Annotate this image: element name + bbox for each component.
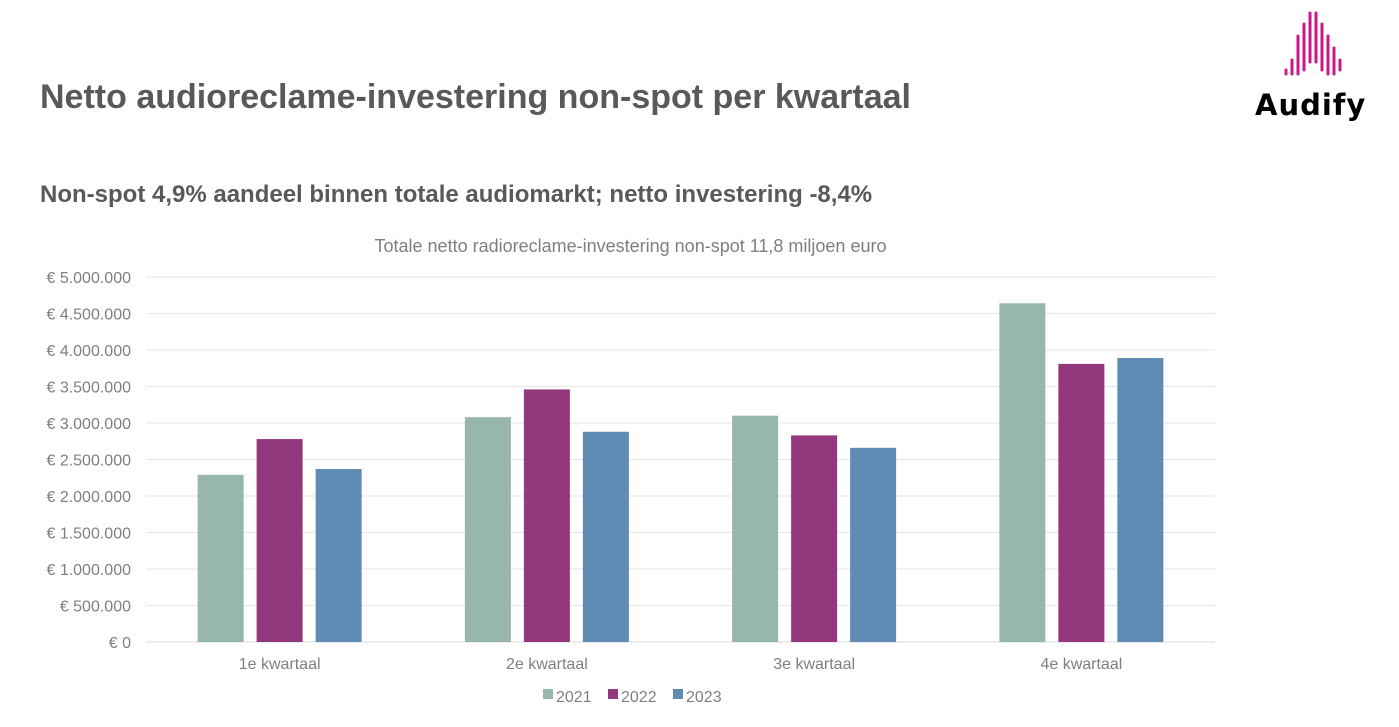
y-tick-label: € 0 bbox=[109, 635, 131, 652]
x-tick-label: 2e kwartaal bbox=[506, 656, 588, 673]
y-tick-label: € 3.500.000 bbox=[46, 380, 131, 397]
bar-2021-2 bbox=[464, 417, 511, 642]
legend-label-2021: 2021 bbox=[556, 689, 592, 706]
page-subtitle: Non-spot 4,9% aandeel binnen totale audi… bbox=[40, 181, 873, 208]
brand-name: Audify bbox=[1255, 88, 1367, 122]
bar-2021-1 bbox=[197, 474, 244, 642]
legend-label-2022: 2022 bbox=[621, 689, 657, 706]
legend-swatch-2021 bbox=[543, 689, 553, 699]
bar-2023-4 bbox=[1117, 358, 1164, 642]
y-tick-label: € 1.000.000 bbox=[46, 562, 131, 579]
legend-swatch-2022 bbox=[608, 689, 618, 699]
bar-2023-3 bbox=[850, 447, 897, 642]
x-tick-label: 4e kwartaal bbox=[1040, 656, 1122, 673]
y-tick-label: € 2.500.000 bbox=[46, 453, 131, 470]
legend-label-2023: 2023 bbox=[686, 689, 722, 706]
x-tick-label: 1e kwartaal bbox=[239, 656, 321, 673]
y-tick-label: € 1.500.000 bbox=[46, 526, 131, 543]
y-tick-label: € 500.000 bbox=[60, 599, 131, 616]
bar-2021-4 bbox=[999, 303, 1046, 642]
bar-2023-1 bbox=[315, 468, 362, 642]
soundwave-icon bbox=[1284, 11, 1342, 76]
y-tick-label: € 2.000.000 bbox=[46, 489, 131, 506]
page-title: Netto audioreclame-investering non-spot … bbox=[40, 78, 911, 116]
y-tick-label: € 4.500.000 bbox=[46, 307, 131, 324]
bar-2023-2 bbox=[582, 431, 629, 642]
bar-2022-3 bbox=[791, 435, 838, 642]
bar-2022-4 bbox=[1058, 363, 1105, 642]
bar-2022-2 bbox=[523, 389, 570, 642]
legend-swatch-2023 bbox=[673, 689, 683, 699]
y-tick-label: € 5.000.000 bbox=[46, 270, 131, 287]
bar-2021-3 bbox=[732, 415, 779, 642]
y-tick-label: € 4.000.000 bbox=[46, 343, 131, 360]
bar-2022-1 bbox=[256, 439, 303, 642]
y-tick-label: € 3.000.000 bbox=[46, 416, 131, 433]
chart-title: Totale netto radioreclame-investering no… bbox=[375, 236, 887, 256]
x-tick-label: 3e kwartaal bbox=[773, 656, 855, 673]
brand-logo: Audify bbox=[1250, 8, 1370, 123]
